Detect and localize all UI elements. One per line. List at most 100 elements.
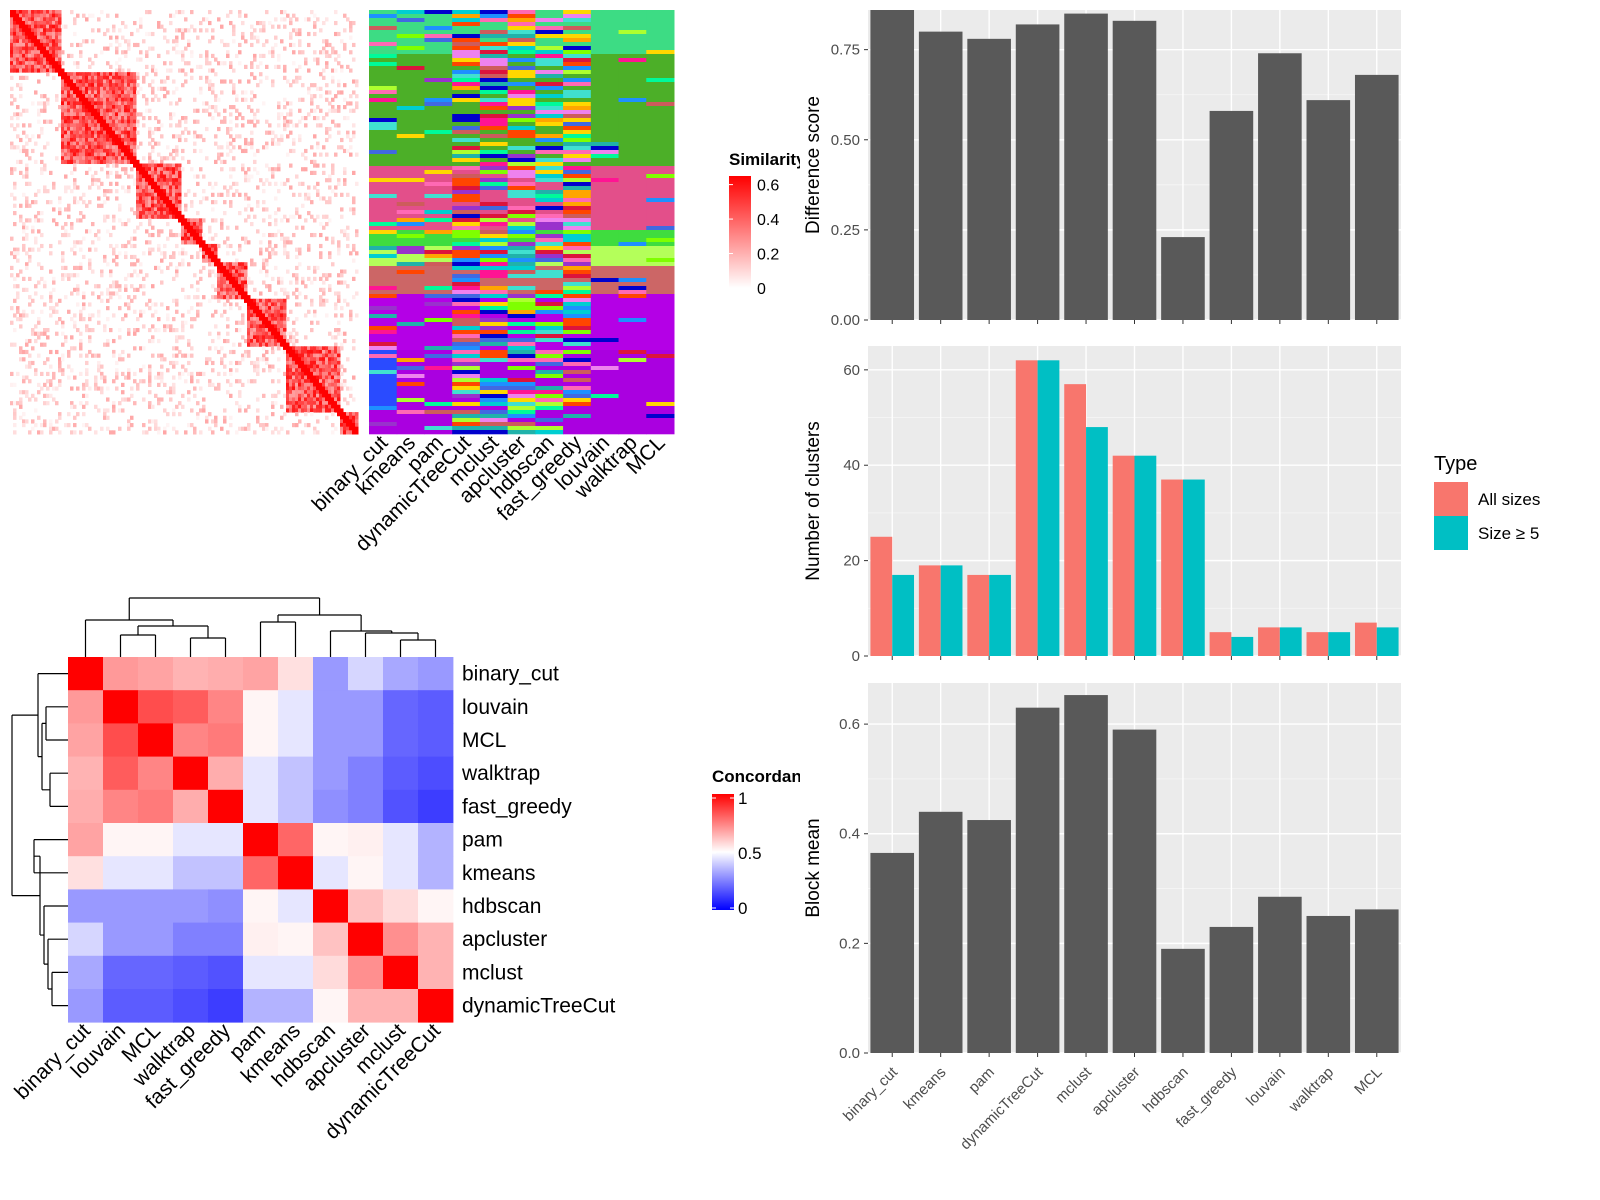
similarity-cell — [157, 170, 161, 175]
similarity-cell — [214, 159, 218, 165]
similarity-cell — [139, 203, 143, 208]
similarity-cell — [28, 42, 32, 48]
similarity-cell — [292, 338, 296, 344]
similarity-cell — [274, 35, 278, 40]
similarity-cell — [232, 24, 236, 29]
membership-cell — [590, 186, 620, 191]
similarity-cell — [235, 225, 239, 230]
similarity-cell — [166, 236, 170, 241]
similarity-cell — [64, 152, 68, 157]
similarity-cell — [112, 97, 116, 102]
similarity-cell — [235, 379, 239, 384]
membership-cell — [590, 102, 620, 107]
similarity-cell — [238, 145, 242, 150]
similarity-cell — [37, 247, 41, 252]
similarity-cell — [349, 415, 353, 420]
similarity-cell — [238, 291, 242, 296]
similarity-cell — [271, 338, 275, 344]
similarity-cell — [172, 207, 176, 212]
similarity-cell — [223, 364, 227, 369]
similarity-cell — [82, 90, 86, 95]
similarity-cell — [97, 28, 101, 33]
similarity-cell — [337, 379, 341, 384]
similarity-cell — [61, 156, 65, 161]
similarity-cell — [283, 68, 287, 73]
similarity-cell — [175, 134, 179, 139]
similarity-cell — [10, 320, 14, 325]
similarity-cell — [166, 185, 170, 190]
similarity-cell — [163, 211, 167, 216]
similarity-cell — [355, 291, 359, 296]
similarity-cell — [70, 116, 74, 121]
similarity-cell — [16, 20, 20, 26]
membership-cell — [618, 246, 647, 251]
similarity-cell — [112, 28, 116, 33]
similarity-cell — [352, 295, 356, 300]
similarity-cell — [91, 94, 95, 99]
membership-cell — [479, 58, 509, 63]
similarity-cell — [109, 134, 113, 139]
similarity-cell — [196, 313, 200, 318]
similarity-cell — [160, 170, 164, 175]
similarity-cell — [328, 390, 332, 395]
membership-cell — [396, 162, 425, 167]
membership-cell — [618, 38, 647, 43]
similarity-cell — [346, 130, 350, 135]
similarity-cell — [169, 360, 173, 366]
similarity-cell — [310, 401, 314, 406]
similarity-cell — [181, 247, 185, 252]
similarity-cell — [268, 232, 272, 238]
similarity-cell — [304, 167, 308, 172]
similarity-cell — [124, 159, 128, 165]
membership-cell — [396, 86, 425, 91]
similarity-cell — [100, 298, 104, 303]
similarity-cell — [184, 203, 188, 208]
similarity-cell — [283, 320, 287, 325]
similarity-cell — [97, 152, 101, 157]
similarity-cell — [250, 324, 254, 329]
similarity-cell — [28, 338, 32, 344]
similarity-cell — [328, 185, 332, 190]
similarity-cell — [319, 353, 323, 358]
similarity-cell — [73, 196, 77, 201]
similarity-cell — [16, 273, 20, 278]
similarity-cell — [154, 178, 158, 183]
similarity-cell — [217, 284, 221, 289]
similarity-cell — [103, 116, 107, 121]
membership-cell — [424, 50, 453, 55]
similarity-cell — [79, 265, 83, 271]
similarity-cell — [22, 419, 26, 424]
similarity-cell — [223, 284, 227, 289]
similarity-cell — [31, 61, 35, 66]
similarity-cell — [130, 83, 134, 88]
membership-cell — [563, 178, 592, 183]
similarity-cell — [169, 68, 173, 73]
similarity-cell — [250, 258, 254, 263]
similarity-cell — [316, 368, 320, 373]
similarity-cell — [127, 116, 131, 121]
similarity-cell — [220, 280, 224, 285]
membership-cell — [369, 214, 398, 219]
similarity-cell — [64, 24, 68, 29]
similarity-cell — [91, 101, 95, 106]
similarity-cell — [220, 346, 224, 351]
similarity-cell — [172, 46, 176, 51]
similarity-cell — [49, 430, 53, 435]
similarity-cell — [79, 240, 83, 245]
similarity-cell — [166, 211, 170, 216]
similarity-cell — [91, 86, 95, 91]
similarity-cell — [103, 375, 107, 380]
similarity-cell — [76, 386, 80, 391]
similarity-cell — [112, 408, 116, 413]
membership-cell — [590, 94, 620, 99]
similarity-cell — [49, 10, 53, 15]
similarity-cell — [268, 50, 272, 55]
similarity-cell — [286, 236, 290, 241]
similarity-cell — [133, 134, 137, 139]
similarity-cell — [187, 225, 191, 230]
similarity-cell — [160, 156, 164, 161]
similarity-cell — [16, 159, 20, 165]
similarity-cell — [253, 75, 257, 80]
similarity-cell — [13, 39, 17, 44]
similarity-cell — [16, 258, 20, 263]
